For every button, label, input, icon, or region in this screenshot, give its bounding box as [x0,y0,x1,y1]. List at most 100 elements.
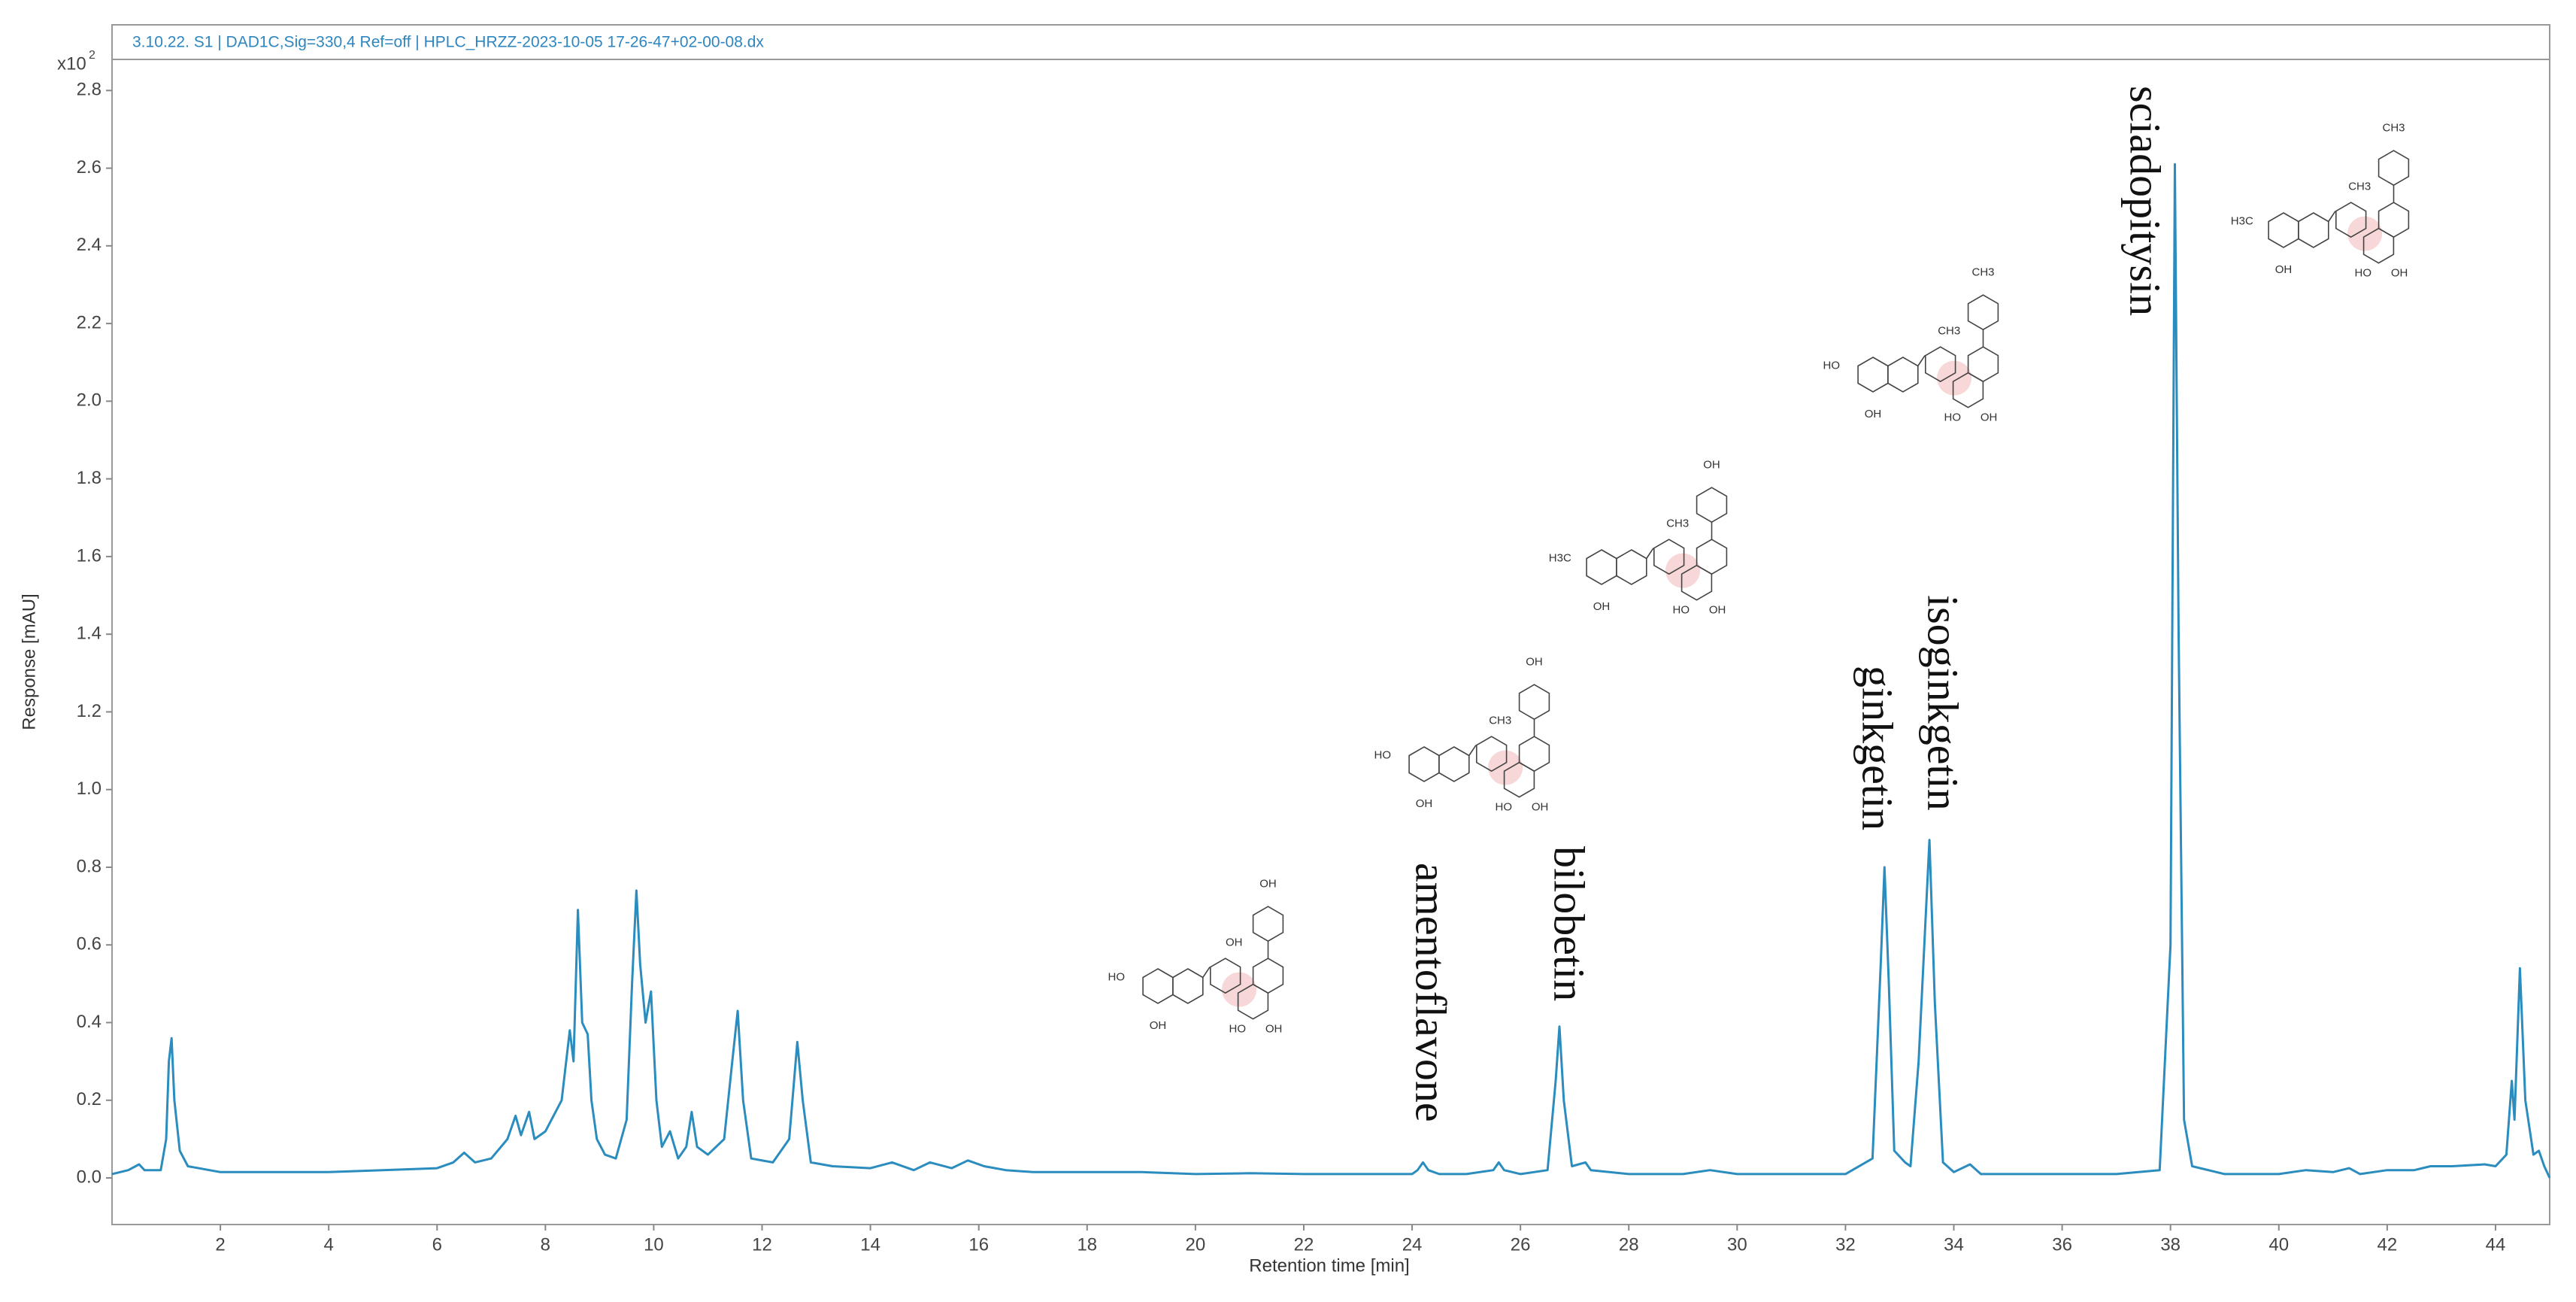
x-tick-label: 22 [1294,1234,1314,1255]
ring [2298,212,2329,248]
ring [1408,746,1440,782]
y-axis-label: Response [mAU] [19,593,39,730]
x-tick-label: 6 [432,1234,442,1255]
ring [1142,968,1174,1004]
y-tick-label: 1.0 [77,778,102,799]
x-tick-label: 38 [2160,1234,2181,1255]
x-tick-label: 4 [323,1234,333,1255]
ring [1252,958,1284,994]
chemical-structure: HO OH OH HO OH OH [1108,877,1284,1035]
x-tick-label: 20 [1186,1234,1206,1255]
y-tick-label: 1.4 [77,624,102,644]
bond [1917,355,1926,366]
ring [1696,487,1728,524]
y-tick-label: 1.6 [77,545,102,566]
y-tick-label: 0.2 [77,1089,102,1109]
atom-label: OH [1703,458,1720,471]
ring [1438,746,1470,782]
bond [1202,967,1211,978]
y-tick-label: 0.0 [77,1167,102,1187]
y-tick-label: 2.6 [77,157,102,178]
ring [1857,357,1889,393]
atom-label: CH3 [1666,517,1689,530]
header-text: 3.10.22. S1 | DAD1C,Sig=330,4 Ref=off | … [132,34,764,51]
atom-label: OH [1150,1019,1167,1032]
multiplier-exponent: 2 [89,49,95,62]
ring [1252,906,1284,942]
x-tick-label: 16 [968,1234,989,1255]
atom-label: CH3 [2383,121,2405,134]
atom-label: OH [1532,800,1549,813]
bond [2328,211,2336,222]
atom-label: HO [2355,266,2372,279]
y-tick-label: 2.2 [77,312,102,332]
x-tick-label: 32 [1835,1234,1856,1255]
atom-label: OH [1709,603,1726,616]
bond [1646,548,1654,559]
x-tick-label: 24 [1402,1234,1423,1255]
peak-annotation: ginkgetin [1853,666,1902,830]
y-tick-label: 0.4 [77,1012,102,1032]
multiplier-base: x10 [57,53,86,74]
y-tick-label: 0.8 [77,856,102,876]
plot-frame [111,24,2550,1225]
x-tick-label: 18 [1077,1234,1097,1255]
y-tick-label: 2.8 [77,80,102,100]
ring [1210,958,1241,994]
x-tick-label: 10 [644,1234,664,1255]
atom-label: HO [1944,411,1962,423]
atom-label: HO [1673,603,1690,616]
bond [1468,745,1477,756]
ring [1696,539,1728,575]
y-tick-label: 2.0 [77,390,102,411]
highlight [1937,360,1972,396]
atom-label: OH [1593,600,1611,613]
chemical-structure: HO OH CH3 HO OH OH [1374,655,1550,813]
peak-annotation: isoginkgetin [1919,595,1968,811]
x-tick-label: 28 [1619,1234,1639,1255]
atom-label: CH3 [1972,266,1995,278]
atom-label: OH [1980,411,1998,423]
x-tick-label: 42 [2377,1234,2398,1255]
y-tick-label: 2.4 [77,235,102,255]
highlight [1665,553,1701,588]
atom-label: OH [2275,263,2293,276]
chemical-structure: HO OH CH3 HO OH CH3 [1823,266,1999,423]
atom-label: OH [1265,1022,1283,1035]
highlight [1222,972,1257,1007]
ring [1518,736,1550,772]
peak-annotation: bilobetin [1545,846,1594,1001]
atom-label: HO [1229,1022,1247,1035]
x-tick-label: 2 [215,1234,225,1255]
chemical-structure: H3C OH CH3 HO OH OH [1549,458,1728,616]
ring [2377,150,2410,187]
x-tick-label: 14 [860,1234,880,1255]
trace [111,162,2551,1179]
x-tick-label: 34 [1944,1234,1964,1255]
x-tick-label: 12 [752,1234,772,1255]
atom-label: OH [1416,797,1433,810]
ring [1172,968,1204,1004]
atom-label: OH [1865,408,1882,420]
atom-label: HO [1108,970,1126,983]
x-tick-label: 40 [2268,1234,2289,1255]
ring [1616,549,1647,585]
ring [2335,202,2367,238]
atom-label: HO [1496,800,1513,813]
ring [2377,202,2410,238]
ring [1476,736,1508,772]
x-tick-label: 26 [1511,1234,1531,1255]
y-tick-label: 1.8 [77,468,102,488]
x-tick-label: 44 [2486,1234,2506,1255]
x-axis-label: Retention time [min] [1249,1255,1409,1276]
ring [1967,294,1999,331]
atom-label: CH3 [1489,714,1511,727]
ring [1653,539,1685,575]
x-tick-label: 36 [2052,1234,2072,1255]
ring [1586,549,1617,585]
ring [1925,346,1956,383]
chemical-structure: H3C OH CH3 HO OH CH3 [2231,121,2410,279]
atom-label: OH [1526,655,1543,668]
peak-annotation: amentoflavone [1407,863,1456,1122]
